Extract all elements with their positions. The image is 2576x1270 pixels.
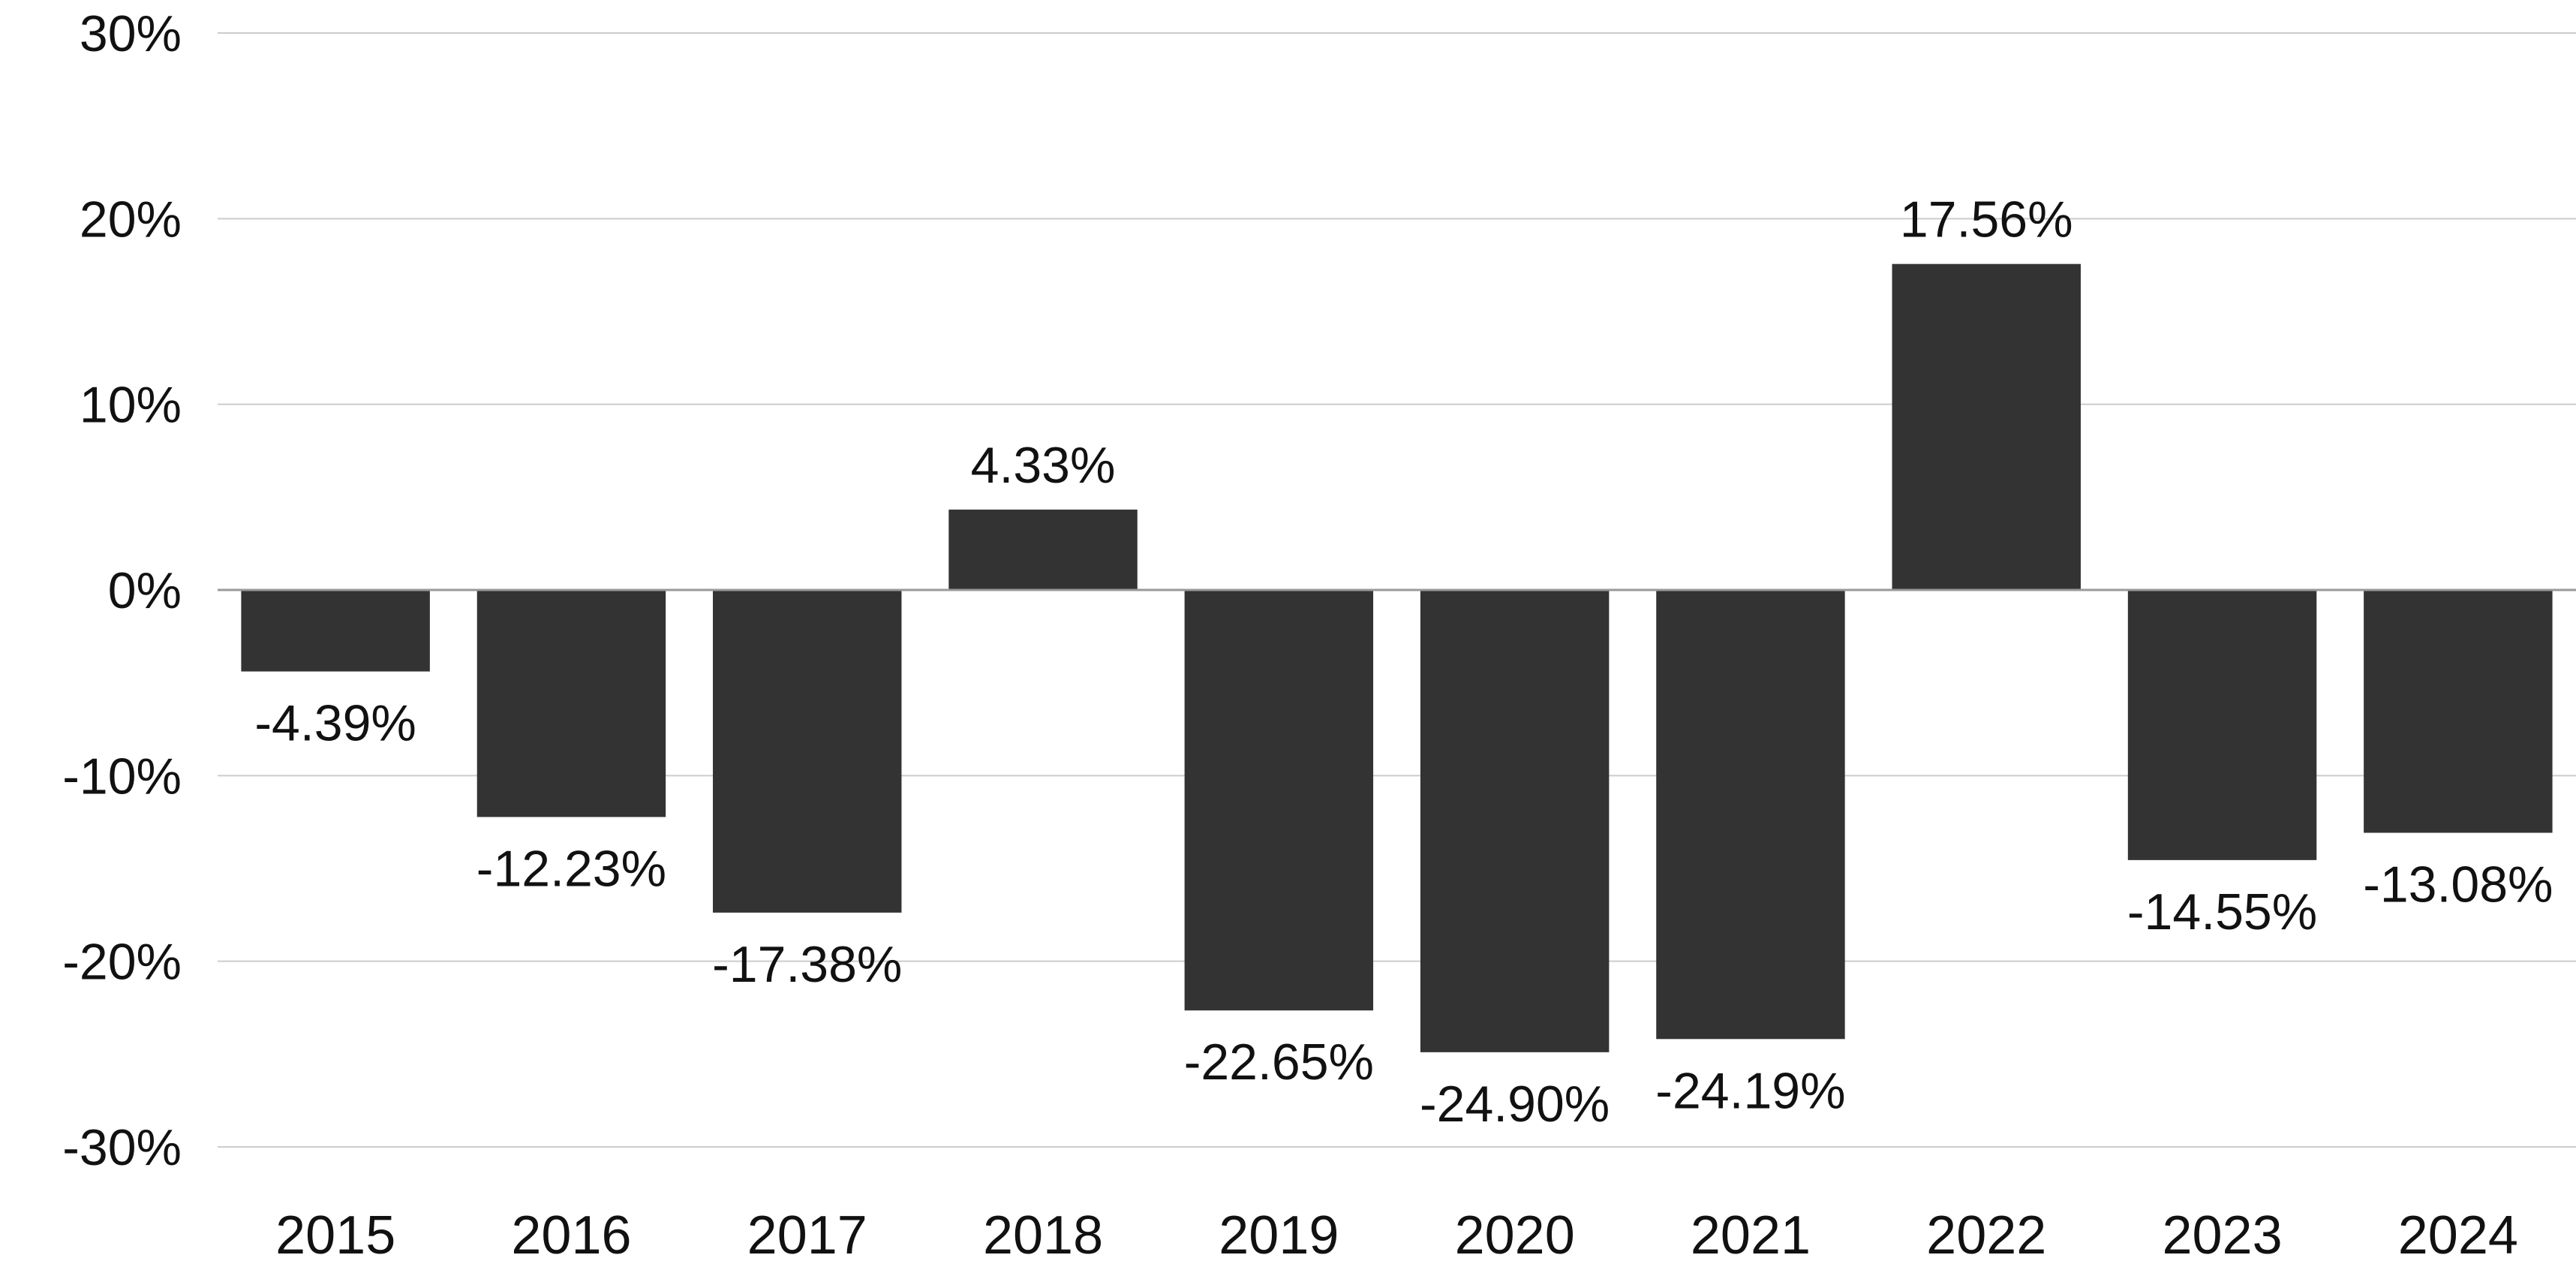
bar [1656, 590, 1845, 1040]
data-label: -13.08% [2363, 856, 2553, 913]
bar [241, 590, 430, 672]
x-axis-ticks: 2015 2016 2017 2018 2019 2020 2021 2022 2023 2024 [275, 1205, 2518, 1265]
data-label: -24.90% [1420, 1076, 1610, 1133]
y-tick-label: 10% [80, 377, 182, 434]
data-label: 17.56% [1900, 191, 2073, 248]
y-tick-label: -20% [62, 934, 182, 991]
y-tick-label: 30% [80, 5, 182, 62]
data-label: -4.39% [254, 695, 416, 752]
bar [1184, 590, 1374, 1011]
data-label: -14.55% [2127, 883, 2317, 940]
y-tick-label: -10% [62, 748, 182, 805]
x-tick-label: 2018 [983, 1205, 1103, 1265]
x-tick-label: 2023 [2162, 1205, 2282, 1265]
y-axis-ticks: 30% 20% 10% 0% -10% -20% -30% [62, 5, 182, 1176]
x-tick-label: 2016 [511, 1205, 631, 1265]
y-tick-label: 20% [80, 191, 182, 248]
x-tick-label: 2020 [1455, 1205, 1575, 1265]
bars [241, 263, 2553, 1052]
bar [1420, 590, 1610, 1052]
bar [2364, 590, 2553, 833]
bar [713, 590, 902, 913]
x-tick-label: 2021 [1691, 1205, 1811, 1265]
data-labels: -4.39%-12.23%-17.38%4.33%-22.65%-24.90% -… [254, 191, 2553, 1133]
x-tick-label: 2015 [275, 1205, 395, 1265]
data-label: -24.19% [1655, 1062, 1845, 1119]
data-label: -17.38% [712, 936, 902, 993]
bar [2127, 590, 2317, 860]
bar [476, 590, 666, 817]
x-tick-label: 2017 [747, 1205, 867, 1265]
x-tick-label: 2019 [1219, 1205, 1339, 1265]
y-tick-label: 0% [108, 562, 182, 619]
x-tick-label: 2024 [2398, 1205, 2518, 1265]
data-label: -22.65% [1184, 1034, 1374, 1091]
data-label: 4.33% [971, 437, 1116, 494]
bar [1892, 263, 2081, 590]
x-tick-label: 2022 [1926, 1205, 2046, 1265]
data-label: -12.23% [476, 840, 666, 897]
bar [948, 509, 1138, 590]
y-tick-label: -30% [62, 1119, 182, 1176]
